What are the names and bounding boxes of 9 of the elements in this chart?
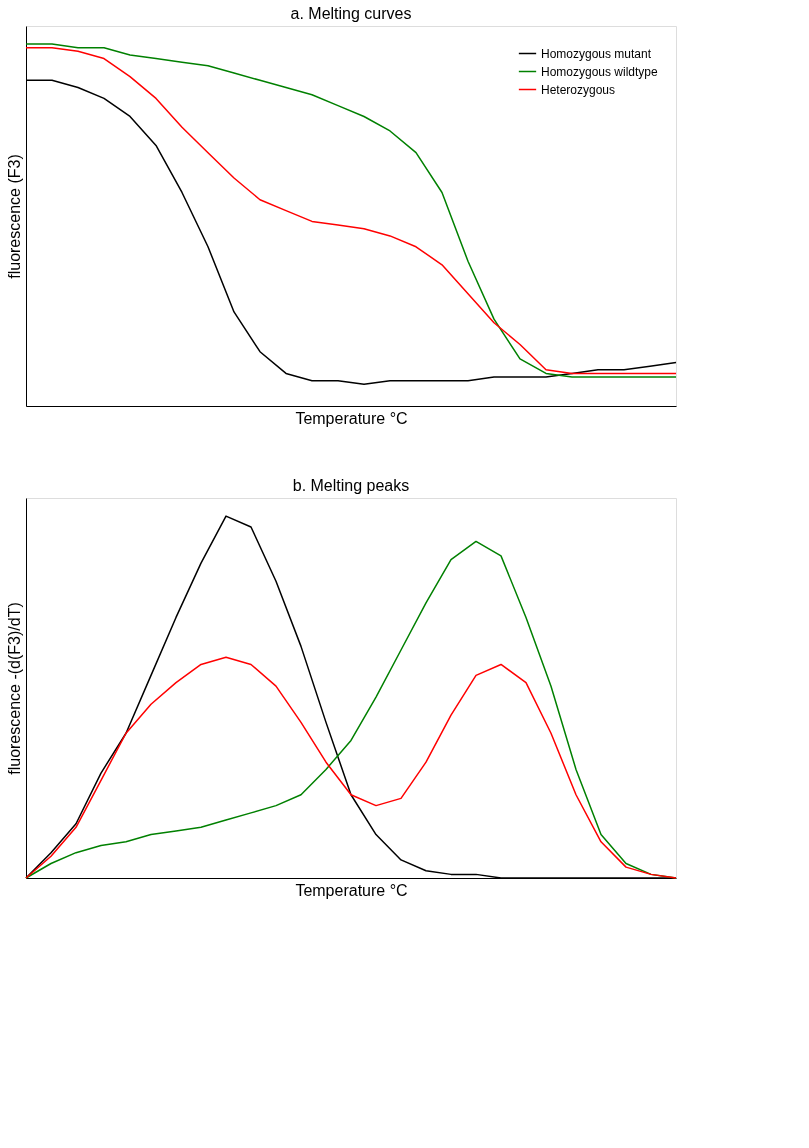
legend-label: Heterozygous	[541, 82, 616, 97]
y-axis-title: fluorescence (F3)	[5, 154, 23, 279]
chart-title: b. Melting peaks	[292, 477, 410, 494]
legend-label: Homozygous wildtype	[541, 64, 659, 79]
legend-label: Homozygous mutant	[541, 46, 652, 61]
x-axis-title: Temperature °C	[295, 881, 408, 899]
y-axis-title: fluorescence -(d(F3)/dT)	[5, 602, 23, 775]
x-axis-title: Temperature °C	[295, 409, 408, 427]
chart-title: a. Melting curves	[290, 5, 412, 22]
